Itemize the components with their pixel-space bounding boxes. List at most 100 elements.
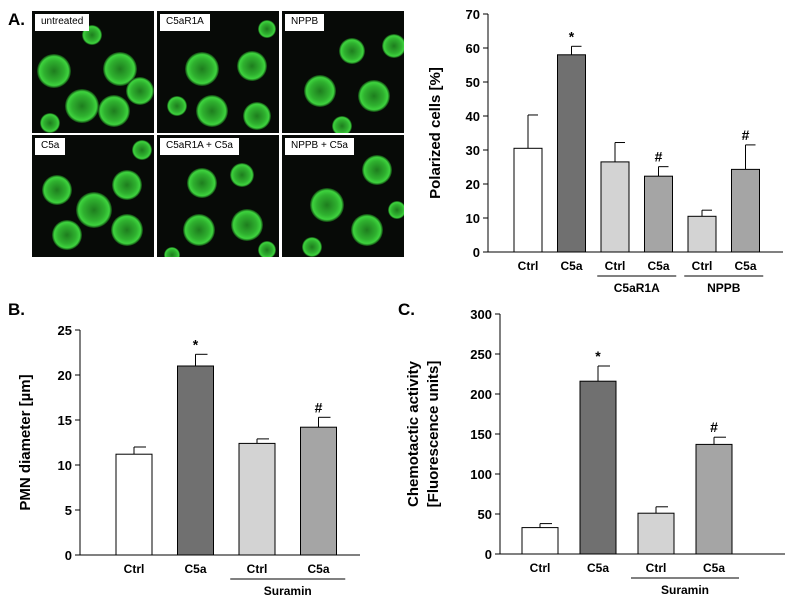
panel-label-c: C. (398, 300, 415, 319)
y-axis-title: [Fluorescence units] (425, 361, 442, 508)
y-tick-label: 100 (470, 467, 492, 482)
y-tick-label: 15 (58, 413, 72, 428)
category-label: Ctrl (247, 562, 268, 576)
cell-0 (187, 168, 217, 198)
significance-mark: # (742, 127, 750, 143)
bar-2 (600, 161, 630, 253)
bar-0 (521, 527, 559, 555)
cell-4 (382, 34, 404, 58)
cell-5 (164, 247, 180, 257)
category-label: Ctrl (530, 561, 551, 575)
cell-1 (230, 163, 254, 187)
cell-2 (183, 214, 215, 246)
y-tick-label: 200 (470, 387, 492, 402)
y-tick-label: 10 (58, 458, 72, 473)
significance-mark: * (193, 336, 199, 352)
bar-3 (644, 175, 673, 253)
significance-mark: * (569, 28, 575, 44)
micrograph-c5ar1a-c5a: C5aR1A + C5a (157, 135, 279, 257)
panel-label-b: B. (8, 300, 25, 319)
significance-mark: # (710, 419, 718, 435)
bar-4 (687, 215, 717, 253)
bar-3 (300, 426, 337, 556)
category-label: C5a (647, 259, 669, 273)
cell-4 (167, 96, 187, 116)
cell-0 (339, 38, 365, 64)
cell-0 (185, 52, 219, 86)
cell-3 (111, 214, 143, 246)
category-label: Ctrl (605, 259, 626, 273)
y-axis-title: PMN diameter [µm] (17, 374, 34, 510)
cell-3 (231, 209, 263, 241)
y-tick-label: 0 (65, 548, 72, 563)
cell-3 (98, 95, 130, 127)
significance-mark: # (655, 149, 663, 165)
y-tick-label: 0 (473, 245, 480, 260)
category-label: Ctrl (124, 562, 145, 576)
chart-polarized-cells: 0 10 20 30 40 50 60 70 Polarized cells [%] Ctrl * C… (427, 7, 783, 295)
micrograph-label: C5aR1A (160, 14, 210, 31)
cell-0 (42, 175, 72, 205)
group-label: Suramin (661, 583, 709, 597)
cell-2 (362, 155, 392, 185)
y-tick-label: 10 (466, 211, 480, 226)
bar-3 (695, 443, 733, 555)
chart-chemotactic-activity: 0 50 100 150 200 250 300 Chemotactic activity [F… (405, 307, 785, 597)
cell-1 (65, 89, 99, 123)
y-tick-label: 0 (485, 547, 492, 562)
category-label: C5a (560, 259, 582, 273)
cell-4 (388, 201, 404, 219)
cell-3 (243, 102, 271, 130)
category-label: C5a (184, 562, 206, 576)
group-label: Suramin (264, 584, 312, 598)
cell-0 (37, 54, 71, 88)
cell-2 (103, 52, 137, 86)
y-tick-label: 30 (466, 143, 480, 158)
y-tick-label: 20 (466, 177, 480, 192)
bar-0 (513, 147, 543, 253)
cell-5 (132, 140, 152, 160)
category-label: C5a (307, 562, 329, 576)
bar-1 (557, 54, 586, 253)
micrograph-nppb: NPPB (282, 11, 404, 133)
cell-1 (304, 75, 336, 107)
category-label: Ctrl (518, 259, 539, 273)
y-tick-label: 150 (470, 427, 492, 442)
group-label: NPPB (707, 281, 741, 295)
y-tick-label: 5 (65, 503, 72, 518)
category-label: Ctrl (646, 561, 667, 575)
y-tick-label: 50 (478, 507, 492, 522)
group-label: C5aR1A (614, 281, 660, 295)
category-label: C5a (703, 561, 725, 575)
micrograph-label: NPPB + C5a (285, 138, 354, 155)
micrograph-label: NPPB (285, 14, 325, 31)
cell-2 (112, 170, 142, 200)
micrograph-nppb-c5a: NPPB + C5a (282, 135, 404, 257)
cell-4 (52, 220, 82, 250)
micrograph-untreated: untreated (32, 11, 154, 133)
micrograph-label: untreated (35, 14, 90, 31)
y-tick-label: 40 (466, 109, 480, 124)
cell-5 (40, 113, 60, 133)
micrograph-c5a: C5a (32, 135, 154, 257)
panel-label-a: A. (8, 10, 25, 29)
cell-3 (332, 116, 352, 133)
bar-2 (238, 442, 276, 556)
cell-4 (126, 77, 154, 105)
category-label: C5a (734, 259, 756, 273)
y-tick-label: 50 (466, 75, 480, 90)
cell-0 (310, 188, 344, 222)
cell-4 (258, 241, 276, 257)
bar-0 (115, 453, 153, 556)
micrograph-label: C5a (35, 138, 66, 155)
bar-2 (637, 512, 675, 555)
y-tick-label: 20 (58, 368, 72, 383)
significance-mark: # (315, 399, 323, 415)
cell-3 (302, 237, 322, 257)
bar-1 (177, 365, 214, 556)
y-tick-label: 60 (466, 41, 480, 56)
micrograph-label: C5aR1A + C5a (160, 138, 239, 155)
y-tick-label: 25 (58, 323, 72, 338)
cell-1 (351, 214, 383, 246)
category-label: Ctrl (692, 259, 713, 273)
